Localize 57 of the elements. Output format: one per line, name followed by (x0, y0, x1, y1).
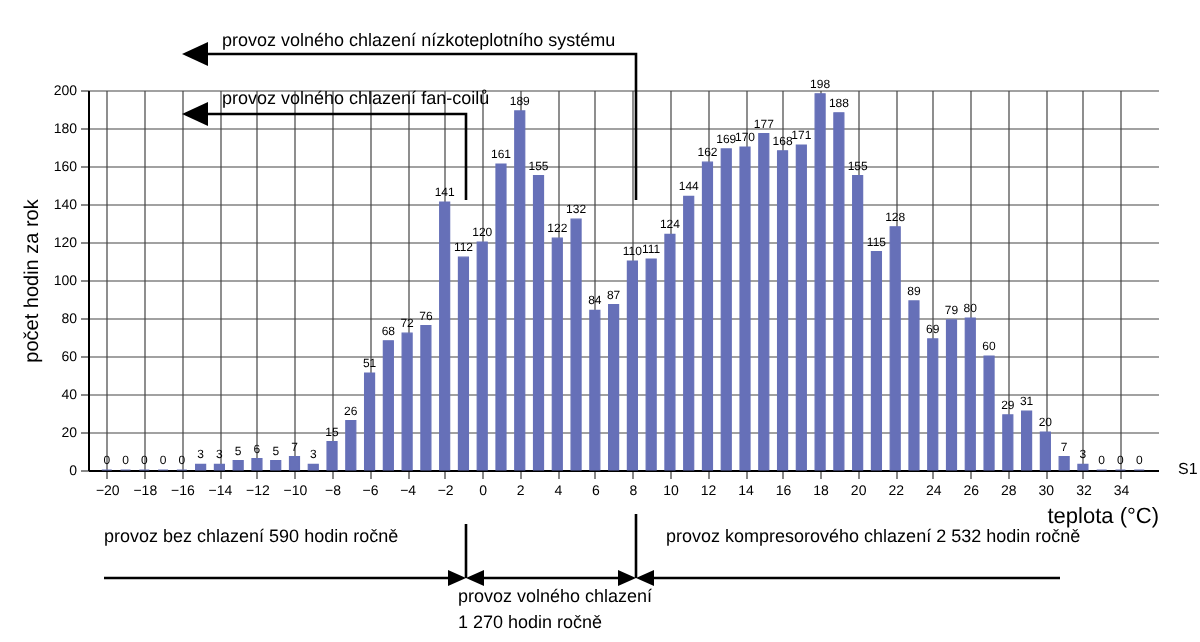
bar (326, 440, 338, 471)
bar (927, 338, 939, 471)
bar (401, 332, 413, 471)
text: S1 (1178, 460, 1199, 478)
bar (1077, 463, 1089, 471)
annotation: provoz volného chlazení fan-coilů (222, 88, 490, 110)
bar (1002, 414, 1014, 471)
bar (439, 201, 451, 471)
bar (270, 459, 282, 471)
bar (720, 148, 732, 471)
y-axis-title: počet hodin za rok (21, 197, 44, 363)
text: provoz volného chlazení nízkoteplotního systému (222, 30, 616, 52)
bar (1058, 456, 1070, 471)
bar (514, 110, 526, 471)
bar (363, 372, 376, 471)
bar (1039, 431, 1051, 471)
bar (945, 319, 958, 471)
bar (307, 463, 319, 471)
bar (608, 304, 620, 471)
bar (476, 241, 488, 471)
bar (964, 317, 976, 471)
bar (908, 300, 920, 471)
bar (532, 174, 545, 471)
bar (626, 260, 638, 471)
bar (645, 258, 657, 471)
bar (589, 309, 601, 471)
bar (251, 458, 263, 471)
bar (739, 146, 751, 471)
bar (232, 459, 244, 471)
bar (870, 250, 883, 471)
bar (420, 325, 432, 471)
bar (983, 355, 995, 471)
bar (213, 463, 225, 471)
bar (457, 256, 470, 471)
bar (833, 112, 845, 471)
bar (852, 174, 864, 471)
bar (701, 161, 714, 471)
bar (570, 218, 582, 471)
bar (776, 150, 789, 471)
bar (382, 340, 394, 471)
bar (664, 233, 676, 471)
text: provoz bez chlazení 590 hodin ročně (104, 526, 399, 548)
text: 1 270 hodin ročně (458, 612, 603, 634)
bar (551, 237, 563, 471)
bar (889, 226, 901, 471)
bar (795, 144, 807, 471)
bar (345, 420, 357, 471)
bar (288, 456, 301, 471)
text: provoz kompresorového chlazení 2 532 hodin ročně (666, 526, 1081, 548)
bar (495, 163, 507, 471)
x-axis-title: teplota (°C) (1047, 505, 1159, 529)
text: provoz volného chlazení (458, 586, 653, 608)
bar (814, 93, 826, 471)
bar (758, 133, 770, 471)
bar (195, 463, 207, 471)
bar (1021, 410, 1033, 471)
bar (683, 195, 695, 471)
